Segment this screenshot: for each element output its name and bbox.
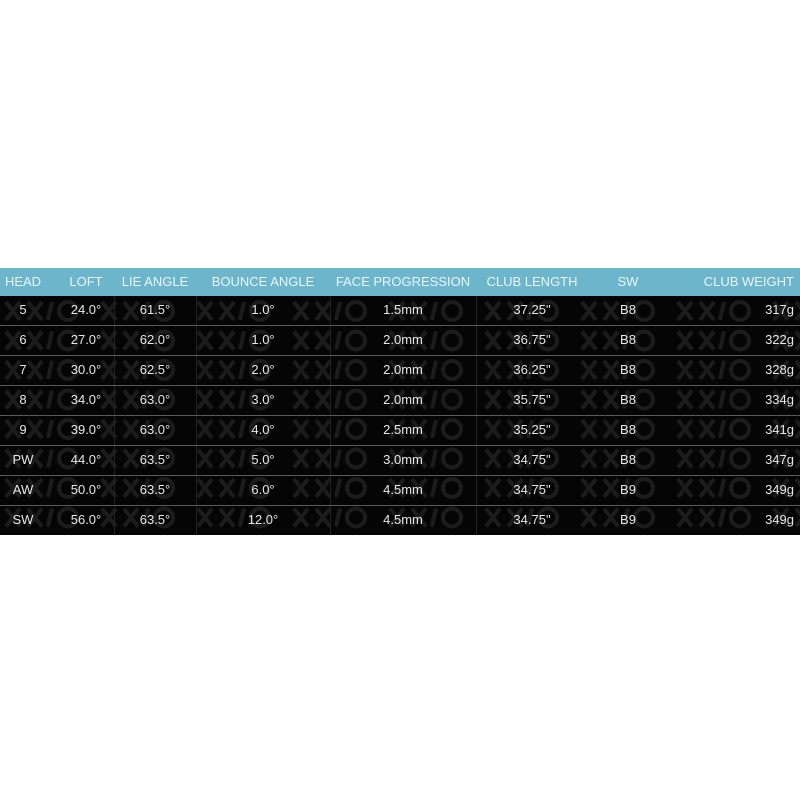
cell-lie-angle: 63.5° (139, 512, 171, 527)
cell-lie-angle: 63.5° (139, 452, 171, 467)
cell-face-progression: 2.0mm (383, 332, 423, 347)
header-loft: LOFT (69, 274, 103, 289)
cell-face-progression: 3.0mm (383, 452, 423, 467)
cell-club-length: 35.25" (513, 422, 551, 437)
table-row: SW 56.0° 63.5° 12.0° 4.5mm 34.75" B9 349g (0, 506, 800, 535)
table-body: 5 24.0° 61.5° 1.0° 1.5mm 37.25" B8 317g 6 27.0° 62… (0, 296, 800, 535)
specs-table: HEAD LOFT LIE ANGLE BOUNCE ANGLE FACE PR… (0, 268, 800, 535)
cell-sw: B8 (620, 422, 636, 437)
cell-loft: 34.0° (70, 392, 102, 407)
table-row: 9 39.0° 63.0° 4.0° 2.5mm 35.25" B8 341g (0, 416, 800, 446)
cell-head: 7 (19, 362, 27, 377)
header-club-length: CLUB LENGTH (486, 274, 578, 289)
table-row: AW 50.0° 63.5° 6.0° 4.5mm 34.75" B9 349g (0, 476, 800, 506)
header-bounce-angle: BOUNCE ANGLE (211, 274, 315, 289)
cell-club-length: 35.75" (513, 392, 551, 407)
cell-club-length: 37.25" (513, 302, 551, 317)
header-club-weight: CLUB WEIGHT (703, 274, 794, 289)
cell-loft: 56.0° (70, 512, 102, 527)
cell-face-progression: 4.5mm (383, 512, 423, 527)
cell-loft: 27.0° (70, 332, 102, 347)
cell-bounce-angle: 3.0° (251, 392, 275, 407)
table-row: 5 24.0° 61.5° 1.0° 1.5mm 37.25" B8 317g (0, 296, 800, 326)
header-head: HEAD (4, 274, 42, 289)
cell-bounce-angle: 1.0° (251, 332, 275, 347)
cell-bounce-angle: 4.0° (251, 422, 275, 437)
cell-loft: 30.0° (70, 362, 102, 377)
cell-club-weight: 328g (765, 362, 794, 377)
cell-lie-angle: 62.0° (139, 332, 171, 347)
cell-bounce-angle: 5.0° (251, 452, 275, 467)
cell-lie-angle: 62.5° (139, 362, 171, 377)
table-row: 8 34.0° 63.0° 3.0° 2.0mm 35.75" B8 334g (0, 386, 800, 416)
cell-bounce-angle: 1.0° (251, 302, 275, 317)
cell-club-weight: 322g (765, 332, 794, 347)
cell-lie-angle: 61.5° (139, 302, 171, 317)
cell-lie-angle: 63.5° (139, 482, 171, 497)
cell-club-length: 34.75" (513, 452, 551, 467)
cell-club-weight: 347g (765, 452, 794, 467)
cell-sw: B8 (620, 452, 636, 467)
cell-head: 5 (19, 302, 27, 317)
table-row: 7 30.0° 62.5° 2.0° 2.0mm 36.25" B8 328g (0, 356, 800, 386)
cell-bounce-angle: 12.0° (247, 512, 279, 527)
cell-face-progression: 2.0mm (383, 392, 423, 407)
cell-head: SW (12, 512, 34, 527)
cell-bounce-angle: 6.0° (251, 482, 275, 497)
header-lie-angle: LIE ANGLE (121, 274, 189, 289)
cell-club-length: 34.75" (513, 512, 551, 527)
cell-lie-angle: 63.0° (139, 422, 171, 437)
cell-club-weight: 317g (765, 302, 794, 317)
cell-club-length: 34.75" (513, 482, 551, 497)
cell-club-length: 36.25" (513, 362, 551, 377)
cell-head: PW (12, 452, 34, 467)
cell-head: 9 (19, 422, 27, 437)
table-row: PW 44.0° 63.5° 5.0° 3.0mm 34.75" B8 347g (0, 446, 800, 476)
header-face-progression: FACE PROGRESSION (335, 274, 471, 289)
cell-loft: 24.0° (70, 302, 102, 317)
cell-sw: B8 (620, 362, 636, 377)
cell-face-progression: 2.0mm (383, 362, 423, 377)
cell-sw: B8 (620, 332, 636, 347)
cell-loft: 50.0° (70, 482, 102, 497)
cell-sw: B9 (620, 482, 636, 497)
cell-face-progression: 4.5mm (383, 482, 423, 497)
cell-face-progression: 2.5mm (383, 422, 423, 437)
cell-face-progression: 1.5mm (383, 302, 423, 317)
cell-club-weight: 334g (765, 392, 794, 407)
table-header: HEAD LOFT LIE ANGLE BOUNCE ANGLE FACE PR… (0, 268, 800, 296)
cell-sw: B8 (620, 302, 636, 317)
cell-club-length: 36.75" (513, 332, 551, 347)
cell-loft: 44.0° (70, 452, 102, 467)
cell-head: AW (12, 482, 34, 497)
cell-bounce-angle: 2.0° (251, 362, 275, 377)
cell-club-weight: 341g (765, 422, 794, 437)
table-row: 6 27.0° 62.0° 1.0° 2.0mm 36.75" B8 322g (0, 326, 800, 356)
cell-club-weight: 349g (765, 512, 794, 527)
cell-head: 6 (19, 332, 27, 347)
header-sw: SW (617, 274, 639, 289)
cell-sw: B8 (620, 392, 636, 407)
cell-club-weight: 349g (765, 482, 794, 497)
cell-lie-angle: 63.0° (139, 392, 171, 407)
cell-head: 8 (19, 392, 27, 407)
cell-loft: 39.0° (70, 422, 102, 437)
cell-sw: B9 (620, 512, 636, 527)
